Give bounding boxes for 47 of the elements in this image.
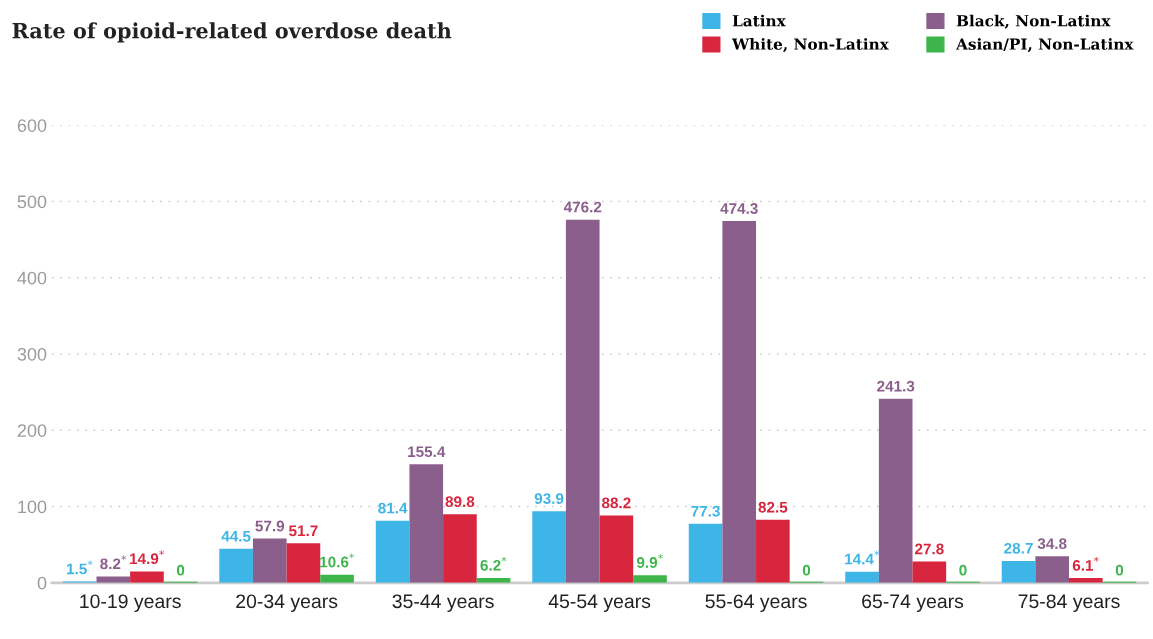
data-label: 6.1$^{*}$ bbox=[1072, 556, 1099, 571]
y-tick-label: 600 bbox=[17, 119, 47, 132]
data-label: 241.3 bbox=[877, 380, 915, 392]
y-tick-label: 400 bbox=[17, 271, 47, 285]
data-label: 10.6$^{*}$ bbox=[320, 553, 355, 568]
y-tick-label: 500 bbox=[17, 195, 47, 209]
legend-label: Black, Non-Latinx bbox=[956, 14, 1111, 29]
data-label: 82.5 bbox=[758, 501, 788, 513]
data-label: 9.9$^{*}$ bbox=[636, 553, 663, 568]
data-label: 88.2 bbox=[602, 497, 631, 509]
data-label: 0 bbox=[959, 564, 967, 576]
y-tick-label: 0 bbox=[37, 576, 47, 590]
data-label: 81.4 bbox=[378, 502, 408, 514]
x-tick-label: 20-34 years bbox=[236, 594, 338, 613]
legend-label: Asian/PI, Non-Latinx bbox=[955, 38, 1134, 53]
data-label: 6.2$^{*}$ bbox=[480, 556, 507, 571]
data-label: 57.9 bbox=[255, 520, 285, 532]
legend-label: Latinx bbox=[732, 14, 786, 27]
x-tick-label: 45-54 years bbox=[548, 594, 651, 613]
data-label: 0 bbox=[176, 564, 185, 576]
y-tick-label: 200 bbox=[17, 424, 47, 437]
x-tick-label: 55-64 years bbox=[705, 594, 807, 613]
data-label: 14.9$^{*}$ bbox=[130, 550, 164, 565]
data-label: 34.8 bbox=[1037, 538, 1067, 550]
data-label: 89.8 bbox=[445, 496, 475, 508]
data-label: 476.2 bbox=[563, 201, 602, 213]
data-label: 8.2$^{*}$ bbox=[100, 555, 127, 570]
data-label: 0 bbox=[802, 564, 811, 576]
data-label: 44.5 bbox=[221, 530, 251, 542]
x-tick-label: 75-84 years bbox=[1018, 594, 1120, 613]
y-tick-label: 300 bbox=[17, 347, 47, 361]
data-label: 474.3 bbox=[720, 203, 758, 214]
chart-title: Rate of opioid-related overdose death bbox=[12, 22, 452, 43]
data-label: 14.4$^{*}$ bbox=[845, 550, 880, 565]
legend-label: White, Non-Latinx bbox=[731, 38, 889, 53]
x-tick-label: 65-74 years bbox=[862, 594, 964, 613]
x-tick-label: 10-19 years bbox=[80, 594, 181, 613]
data-label: 155.4 bbox=[408, 446, 446, 458]
data-label: 28.7 bbox=[1004, 542, 1033, 554]
data-label: 0 bbox=[1115, 564, 1124, 576]
data-label: 77.3 bbox=[691, 505, 720, 517]
data-label: 27.8 bbox=[915, 543, 944, 555]
x-tick-label: 35-44 years bbox=[392, 594, 494, 613]
data-label: 93.9 bbox=[534, 493, 564, 504]
data-label: 1.5$^{*}$ bbox=[67, 560, 93, 575]
data-label: 51.7 bbox=[289, 525, 318, 537]
y-tick-label: 100 bbox=[18, 500, 47, 514]
